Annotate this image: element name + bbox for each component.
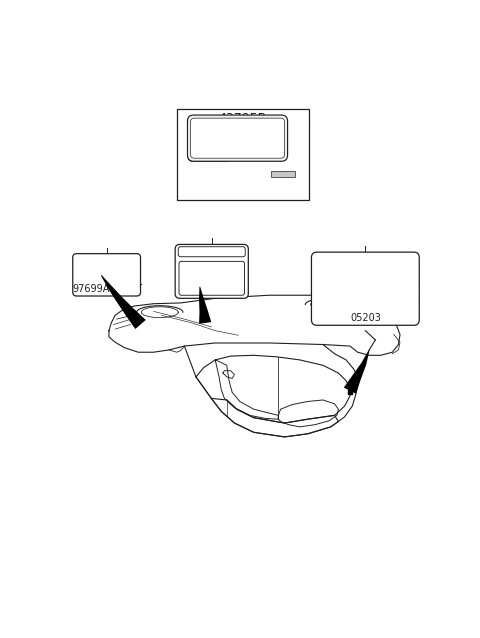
FancyBboxPatch shape — [312, 252, 419, 325]
FancyBboxPatch shape — [175, 244, 248, 299]
Bar — [177, 109, 309, 200]
Polygon shape — [101, 275, 146, 329]
FancyBboxPatch shape — [178, 247, 245, 256]
Text: 32402: 32402 — [196, 286, 227, 297]
Polygon shape — [344, 350, 370, 394]
FancyBboxPatch shape — [73, 254, 141, 296]
FancyBboxPatch shape — [191, 118, 285, 158]
FancyBboxPatch shape — [179, 262, 244, 295]
FancyBboxPatch shape — [188, 115, 288, 161]
FancyBboxPatch shape — [188, 129, 230, 161]
Polygon shape — [199, 286, 211, 323]
Text: 05203: 05203 — [350, 313, 381, 323]
Text: 97699A: 97699A — [73, 284, 110, 293]
Bar — [271, 170, 295, 177]
Text: 43795B: 43795B — [219, 112, 267, 124]
